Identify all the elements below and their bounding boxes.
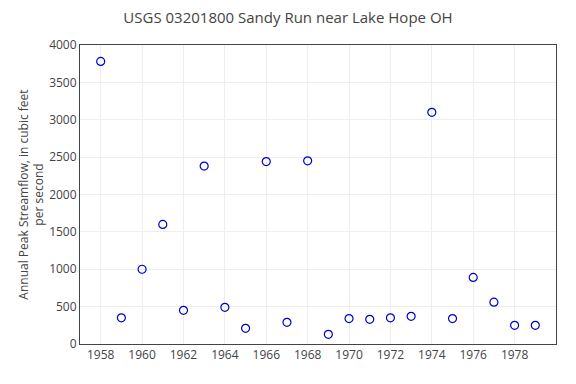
svg-text:USGS 03201800 Sandy Run near L: USGS 03201800 Sandy Run near Lake Hope O… bbox=[123, 7, 452, 27]
svg-text:1964: 1964 bbox=[211, 346, 239, 363]
svg-text:3000: 3000 bbox=[49, 111, 77, 128]
svg-text:2000: 2000 bbox=[49, 186, 77, 203]
svg-text:1974: 1974 bbox=[418, 346, 446, 363]
svg-text:1970: 1970 bbox=[335, 346, 363, 363]
svg-text:1966: 1966 bbox=[253, 346, 281, 363]
svg-text:1962: 1962 bbox=[170, 346, 198, 363]
svg-text:1978: 1978 bbox=[501, 346, 529, 363]
svg-text:1500: 1500 bbox=[49, 223, 77, 240]
svg-text:1958: 1958 bbox=[87, 346, 115, 363]
svg-text:4000: 4000 bbox=[49, 36, 77, 53]
svg-text:1972: 1972 bbox=[377, 346, 405, 363]
svg-text:1968: 1968 bbox=[294, 346, 322, 363]
svg-text:1960: 1960 bbox=[128, 346, 156, 363]
svg-text:0: 0 bbox=[70, 335, 77, 352]
svg-text:1976: 1976 bbox=[459, 346, 487, 363]
svg-text:1000: 1000 bbox=[49, 260, 77, 277]
svg-text:3500: 3500 bbox=[49, 74, 77, 91]
svg-text:500: 500 bbox=[56, 298, 77, 315]
svg-text:2500: 2500 bbox=[49, 148, 77, 165]
svg-text:Annual Peak Streamflow, in cub: Annual Peak Streamflow, in cubic feetper… bbox=[15, 89, 48, 299]
